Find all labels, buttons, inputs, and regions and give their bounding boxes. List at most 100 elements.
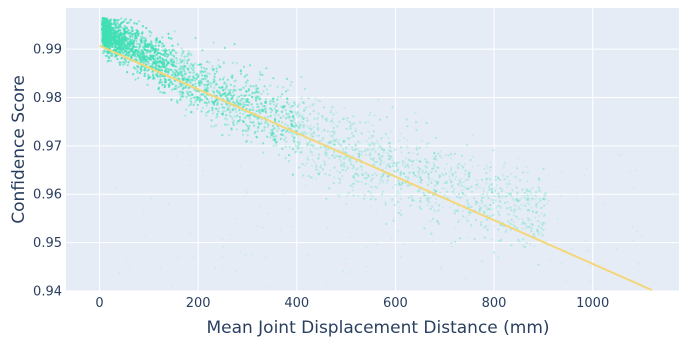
scatter-point <box>182 78 185 81</box>
scatter-point <box>295 112 298 115</box>
scatter-point <box>279 133 282 136</box>
scatter-point <box>275 105 278 108</box>
scatter-point <box>176 74 179 77</box>
scatter-point <box>248 108 251 111</box>
scatter-point <box>219 94 222 97</box>
scatter-point <box>183 55 186 58</box>
scatter-point <box>309 124 312 127</box>
scatter-point <box>265 67 268 70</box>
scatter-point <box>205 68 208 71</box>
scatter-point <box>357 153 360 156</box>
scatter-point <box>461 210 464 213</box>
scatter-point <box>251 121 254 124</box>
scatter-point <box>526 226 529 229</box>
scatter-point <box>432 194 435 197</box>
scatter-point <box>206 84 209 87</box>
scatter-point <box>434 183 437 186</box>
scatter-point <box>286 129 289 132</box>
scatter-point <box>400 187 403 190</box>
scatter-point <box>243 75 246 78</box>
scatter-point <box>201 106 204 110</box>
scatter-point <box>221 112 224 115</box>
scatter-point <box>501 173 504 176</box>
scatter-point <box>121 50 124 53</box>
scatter-point <box>249 108 252 111</box>
scatter-point <box>303 130 306 133</box>
scatter-point <box>181 74 184 77</box>
scatter-point <box>255 89 258 92</box>
scatter-point <box>261 109 264 112</box>
scatter-point <box>517 239 520 242</box>
scatter-point <box>125 26 129 29</box>
scatter-point <box>252 85 256 88</box>
scatter-point <box>244 84 247 87</box>
scatter-point <box>343 157 346 160</box>
scatter-point <box>238 109 241 112</box>
scatter-point <box>394 162 397 165</box>
scatter-point <box>223 106 226 109</box>
scatter-point <box>407 177 410 180</box>
scatter-point <box>205 97 208 100</box>
scatter-point <box>218 91 221 94</box>
scatter-point <box>126 37 130 41</box>
scatter-point <box>150 48 153 51</box>
scatter-point <box>365 177 369 180</box>
scatter-point <box>427 175 430 178</box>
scatter-point <box>438 176 441 179</box>
scatter-point <box>509 206 512 209</box>
scatter-point <box>282 138 286 141</box>
scatter-point <box>388 165 392 168</box>
scatter-point <box>372 147 375 151</box>
scatter-point <box>350 132 354 135</box>
scatter-point <box>345 147 348 150</box>
scatter-point <box>218 90 221 93</box>
scatter-point <box>221 106 224 109</box>
scatter-point <box>488 186 491 189</box>
scatter-point <box>530 227 533 230</box>
scatter-point <box>496 193 499 196</box>
scatter-point <box>225 97 229 100</box>
scatter-point <box>282 105 285 108</box>
scatter-point <box>287 115 290 118</box>
scatter-point <box>292 125 295 128</box>
scatter-point <box>198 63 201 66</box>
scatter-point <box>287 160 290 163</box>
scatter-point <box>443 187 446 190</box>
scatter-point <box>531 224 534 227</box>
scatter-point <box>182 68 185 71</box>
scatter-point <box>133 22 136 25</box>
scatter-point <box>388 165 391 168</box>
scatter-point <box>358 150 361 153</box>
scatter-point <box>186 68 190 71</box>
scatter-point <box>397 179 400 182</box>
scatter-point <box>224 92 227 95</box>
scatter-point <box>349 125 352 128</box>
scatter-point <box>291 173 294 176</box>
scatter-point <box>336 154 339 158</box>
scatter-point <box>372 159 375 162</box>
scatter-point <box>192 75 195 78</box>
scatter-point <box>355 173 358 176</box>
scatter-point <box>249 120 252 124</box>
scatter-point <box>416 166 420 169</box>
scatter-point <box>498 195 501 198</box>
scatter-point <box>237 120 241 123</box>
scatter-point <box>206 90 209 93</box>
scatter-point <box>298 115 301 118</box>
scatter-point <box>212 112 215 115</box>
scatter-point <box>138 54 141 57</box>
scatter-point <box>304 132 308 135</box>
scatter-point <box>225 86 228 89</box>
scatter-point <box>242 105 245 108</box>
scatter-point <box>210 119 213 122</box>
scatter-point <box>232 100 235 103</box>
scatter-point <box>186 59 189 62</box>
scatter-point <box>521 188 524 191</box>
scatter-point <box>309 113 312 116</box>
scatter-point <box>158 40 162 43</box>
scatter-point <box>390 130 393 133</box>
scatter-point <box>451 173 454 176</box>
scatter-point <box>167 32 170 35</box>
scatter-point <box>236 120 239 123</box>
scatter-point <box>178 90 181 93</box>
